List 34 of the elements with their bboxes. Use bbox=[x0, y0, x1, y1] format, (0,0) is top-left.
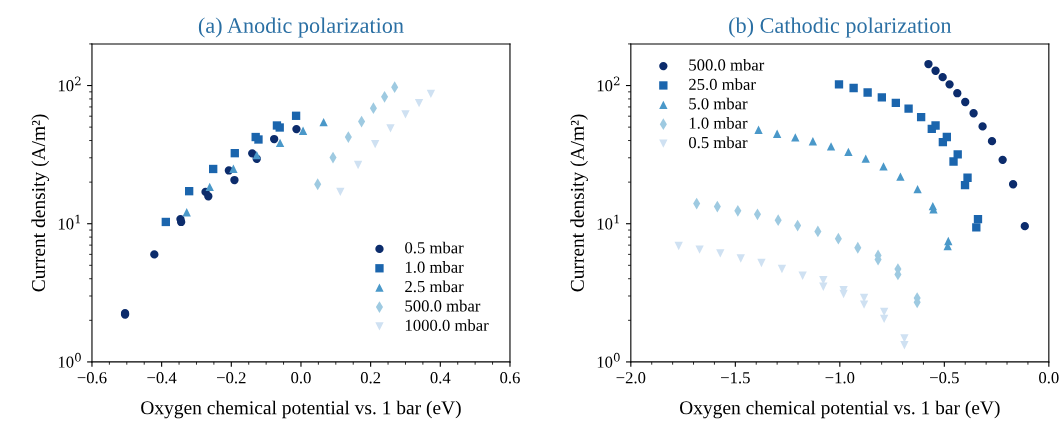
x-tick-label: −0.5 bbox=[930, 372, 959, 384]
chart-title: (b) Cathodic polarization bbox=[729, 17, 952, 38]
y-axis-title: Current density (A/m²) bbox=[570, 114, 588, 292]
y-tick-label: 10$^{2}$ bbox=[58, 76, 81, 92]
y-axis-title: Current density (A/m²) bbox=[31, 114, 50, 292]
legend-label: 1.0 mbar bbox=[689, 117, 748, 129]
x-axis-title: Oxygen chemical potential vs. 1 bar (eV) bbox=[679, 400, 1000, 419]
x-tick-label: 0.4 bbox=[430, 372, 451, 384]
x-tick-label: −0.4 bbox=[147, 372, 177, 384]
legend-label: 0.5 mbar bbox=[688, 136, 748, 149]
legend-label: 1.0 mbar bbox=[405, 261, 464, 273]
legend-label: 25.0 mbar bbox=[689, 78, 756, 91]
x-axis-title: Oxygen chemical potential vs. 1 bar (eV) bbox=[141, 400, 461, 419]
x-tick-label: −2.0 bbox=[616, 372, 646, 384]
y-tick-label: 10$^{2}$ bbox=[597, 76, 620, 92]
legend-label: 2.5 mbar bbox=[405, 280, 464, 293]
x-tick-label: −0.6 bbox=[77, 372, 107, 384]
chart-title: (a) Anodic polarization bbox=[198, 17, 404, 38]
x-tick-label: −1.5 bbox=[721, 372, 750, 384]
x-tick-label: −1.0 bbox=[825, 372, 855, 384]
legend-label: 500.0 mbar bbox=[689, 58, 765, 71]
legend-label: 0.5 mbar bbox=[405, 241, 464, 254]
legend-label: 1000.0 mbar bbox=[405, 319, 489, 332]
y-tick-label: 10$^{1}$ bbox=[597, 214, 619, 230]
x-tick-label: −0.2 bbox=[217, 372, 246, 384]
y-tick-label: 10$^{0}$ bbox=[597, 352, 620, 368]
x-tick-label: 0.0 bbox=[1039, 372, 1059, 384]
x-tick-label: 0.6 bbox=[500, 372, 520, 384]
y-tick-label: 10$^{0}$ bbox=[58, 352, 81, 368]
x-tick-label: 0.2 bbox=[360, 372, 381, 384]
legend-label: 500.0 mbar bbox=[405, 299, 481, 312]
x-tick-label: 0.0 bbox=[291, 372, 311, 384]
y-tick-label: 10$^{1}$ bbox=[58, 214, 80, 230]
legend-label: 5.0 mbar bbox=[689, 97, 748, 110]
